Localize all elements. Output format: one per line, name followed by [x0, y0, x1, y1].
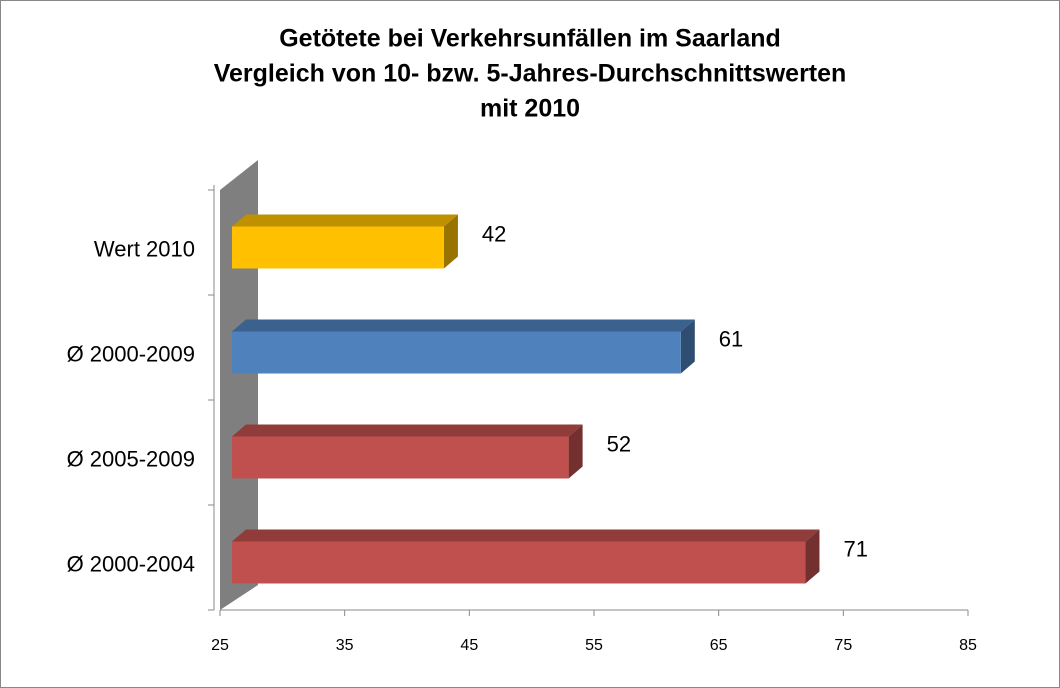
y-tick-label: Ø 2005-2009	[67, 446, 195, 471]
x-tick-label: 45	[460, 637, 478, 654]
chart-title: Getötete bei Verkehrsunfällen im Saarlan…	[279, 25, 781, 53]
y-tick-label: Wert 2010	[94, 236, 195, 261]
data-label: 61	[719, 326, 743, 351]
y-tick-label: Ø 2000-2009	[67, 341, 195, 366]
bar	[232, 541, 806, 584]
x-tick-label: 55	[585, 637, 603, 654]
back-wall	[220, 160, 258, 610]
bar-top	[232, 424, 583, 437]
x-tick-label: 75	[834, 637, 852, 654]
bar	[232, 331, 681, 374]
bar-side	[443, 214, 458, 269]
data-label: 42	[482, 221, 506, 246]
data-label: 52	[607, 431, 631, 456]
x-tick-label: 25	[211, 637, 229, 654]
bar	[232, 436, 569, 479]
bar-side	[805, 529, 820, 584]
bar-side	[680, 319, 695, 374]
bar-top	[232, 529, 820, 542]
y-tick-label: Ø 2000-2004	[67, 551, 195, 576]
x-tick-label: 85	[959, 637, 977, 654]
x-tick-label: 65	[710, 637, 728, 654]
bar-side	[568, 424, 583, 479]
chart-title: mit 2010	[480, 95, 580, 123]
bar	[232, 226, 444, 269]
x-tick-label: 35	[336, 637, 354, 654]
bar-top	[232, 214, 458, 227]
bar-top	[232, 319, 695, 332]
data-label: 71	[843, 536, 867, 561]
chart-title: Vergleich von 10- bzw. 5-Jahres-Durchsch…	[214, 60, 847, 88]
